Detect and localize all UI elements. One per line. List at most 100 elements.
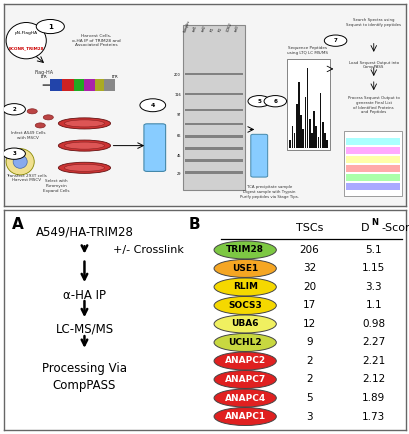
Text: Select with
Puromycin
Expand Cells: Select with Puromycin Expand Cells	[43, 179, 70, 193]
Text: 1.89: 1.89	[361, 393, 384, 403]
Ellipse shape	[213, 278, 276, 296]
Text: Sequence Peptides
using LTQ LC MS/MS: Sequence Peptides using LTQ LC MS/MS	[286, 46, 327, 55]
Text: 4: 4	[150, 103, 155, 108]
Text: UCHL2: UCHL2	[225, 22, 232, 33]
Text: Process Sequest Output to
generate Final List
of Identified Proteins
and Peptide: Process Sequest Output to generate Final…	[347, 96, 399, 114]
FancyBboxPatch shape	[144, 124, 165, 171]
Text: pN-FlagHA: pN-FlagHA	[15, 30, 38, 35]
Text: α-HA IP: α-HA IP	[63, 289, 106, 302]
Bar	[295, 104, 297, 148]
Text: ctrl1: ctrl1	[192, 25, 198, 33]
Text: USE1: USE1	[231, 264, 258, 273]
Bar	[345, 183, 399, 190]
Bar	[184, 135, 243, 138]
Text: TSCs: TSCs	[295, 223, 322, 233]
Text: UBA6: UBA6	[231, 319, 258, 329]
Text: A549/HA-TRIM28: A549/HA-TRIM28	[36, 226, 133, 239]
Ellipse shape	[58, 162, 110, 173]
Bar	[184, 147, 243, 150]
Ellipse shape	[213, 371, 276, 388]
Text: 2.12: 2.12	[361, 375, 384, 385]
Ellipse shape	[6, 23, 46, 59]
Text: LTR: LTR	[41, 75, 47, 79]
Ellipse shape	[64, 142, 104, 149]
Bar	[326, 140, 327, 148]
Text: 1.1: 1.1	[364, 300, 381, 310]
Text: Harvest Cells,
α-HA IP of TRIM28 and
Associated Proteins: Harvest Cells, α-HA IP of TRIM28 and Ass…	[72, 34, 121, 47]
Ellipse shape	[213, 352, 276, 370]
Bar	[287, 59, 329, 150]
Bar	[182, 24, 245, 190]
Bar	[62, 79, 74, 91]
Ellipse shape	[64, 164, 104, 171]
Text: 1.73: 1.73	[361, 411, 384, 421]
Bar	[103, 79, 115, 91]
Ellipse shape	[6, 148, 34, 175]
Circle shape	[324, 35, 346, 46]
Text: ECONR_TRIM28: ECONR_TRIM28	[9, 47, 44, 51]
Text: 12: 12	[302, 319, 315, 329]
Circle shape	[263, 95, 286, 107]
Text: 3: 3	[306, 411, 312, 421]
Text: 6: 6	[273, 99, 276, 104]
Ellipse shape	[27, 109, 37, 114]
Ellipse shape	[35, 123, 45, 128]
Bar	[315, 126, 316, 148]
Text: ctrl3: ctrl3	[234, 25, 240, 33]
Text: 2: 2	[306, 375, 312, 385]
Text: 66: 66	[176, 134, 180, 138]
Ellipse shape	[64, 120, 104, 127]
Ellipse shape	[13, 155, 27, 168]
Text: Search Spectra using
Sequest to identify peptides: Search Spectra using Sequest to identify…	[346, 18, 400, 27]
Bar	[304, 97, 306, 148]
Bar	[184, 93, 243, 95]
Bar	[184, 72, 243, 75]
Ellipse shape	[213, 315, 276, 333]
Text: 3: 3	[12, 151, 16, 156]
Text: 2.21: 2.21	[361, 356, 384, 366]
Ellipse shape	[58, 140, 110, 151]
Bar	[343, 132, 401, 196]
Text: 5: 5	[257, 99, 261, 104]
Text: 29: 29	[176, 172, 180, 176]
Text: ANAPC2: ANAPC2	[224, 356, 265, 365]
Bar	[345, 174, 399, 181]
Text: N: N	[371, 218, 378, 227]
Text: 3.3: 3.3	[364, 282, 381, 292]
Bar	[84, 79, 95, 91]
Text: A: A	[12, 217, 24, 232]
Text: ANAPC7: ANAPC7	[224, 375, 265, 384]
Bar	[184, 159, 243, 162]
Bar	[302, 129, 303, 148]
Text: RLIM: RLIM	[232, 283, 257, 292]
Bar	[94, 79, 106, 91]
Bar	[184, 109, 243, 111]
Bar	[293, 133, 294, 148]
Text: TCA precipitate sample
Digest sample with Trypsin
Purify peptides via Stage Tips: TCA precipitate sample Digest sample wit…	[239, 185, 298, 199]
Text: IP1: IP1	[209, 27, 214, 33]
Text: Processing Via: Processing Via	[42, 362, 127, 375]
Text: -Score: -Score	[381, 223, 409, 233]
Circle shape	[247, 95, 270, 107]
Text: 200: 200	[174, 73, 180, 77]
Text: 20: 20	[302, 282, 315, 292]
Ellipse shape	[213, 333, 276, 352]
Text: D: D	[360, 223, 369, 233]
Text: ctrl2: ctrl2	[200, 25, 206, 33]
Bar	[317, 137, 319, 148]
Circle shape	[139, 99, 165, 112]
Bar	[299, 115, 301, 148]
Text: LTR: LTR	[111, 75, 118, 79]
Bar	[312, 111, 314, 148]
FancyBboxPatch shape	[250, 134, 267, 177]
Text: 45: 45	[176, 154, 180, 158]
Text: CompPASS: CompPASS	[53, 379, 116, 392]
Text: Load Sequest Output into
CompPASS: Load Sequest Output into CompPASS	[348, 61, 398, 69]
Bar	[291, 126, 292, 148]
Text: Flag-HA: Flag-HA	[35, 70, 54, 76]
Text: 9: 9	[306, 338, 312, 348]
Text: UCHL2: UCHL2	[228, 338, 261, 347]
Text: 2.27: 2.27	[361, 338, 384, 348]
Text: 7: 7	[333, 38, 337, 43]
Text: TRIM28: TRIM28	[226, 246, 263, 254]
